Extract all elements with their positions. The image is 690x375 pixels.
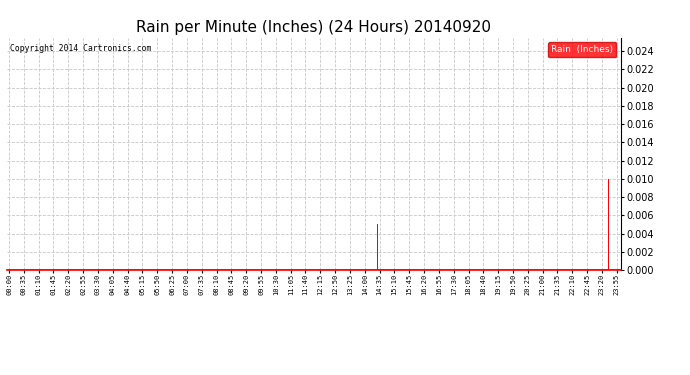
Title: Rain per Minute (Inches) (24 Hours) 20140920: Rain per Minute (Inches) (24 Hours) 2014… — [137, 20, 491, 35]
Legend: Rain  (Inches): Rain (Inches) — [548, 42, 616, 57]
Text: Copyright 2014 Cartronics.com: Copyright 2014 Cartronics.com — [10, 45, 151, 54]
